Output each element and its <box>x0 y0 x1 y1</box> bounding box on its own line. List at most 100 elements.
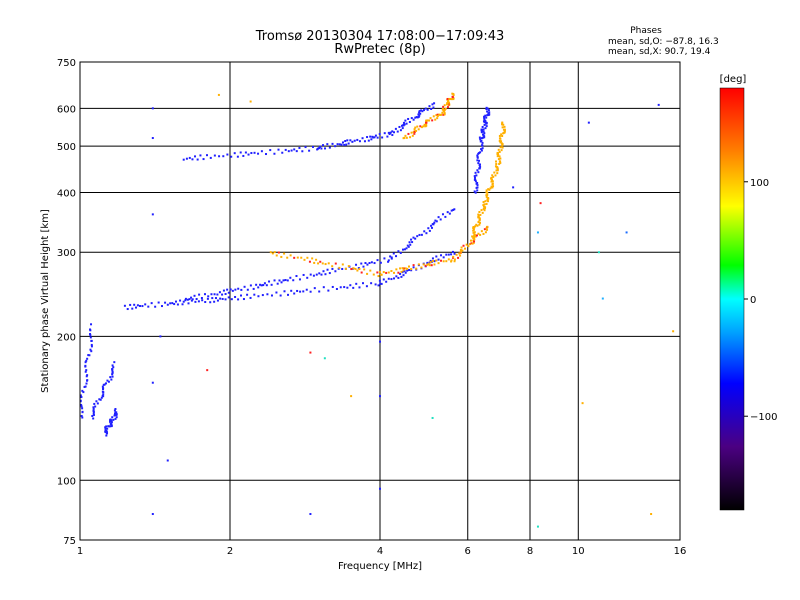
data-point <box>388 133 391 136</box>
data-point <box>477 171 480 174</box>
phases-o-line: mean, sd,O: −87.8, 16.3 <box>608 37 719 47</box>
data-point <box>423 230 426 233</box>
data-point <box>216 299 219 302</box>
data-point <box>362 282 365 285</box>
data-point <box>341 267 344 270</box>
data-point <box>496 155 499 158</box>
data-point <box>190 296 193 299</box>
data-point <box>366 272 369 275</box>
scatter-point <box>512 186 515 189</box>
data-point <box>104 430 107 433</box>
data-point <box>469 239 472 242</box>
data-point <box>218 155 221 158</box>
data-point <box>483 135 486 138</box>
data-point <box>237 298 240 301</box>
data-point <box>199 154 202 157</box>
data-point <box>370 261 373 264</box>
data-point <box>86 379 89 382</box>
data-point <box>355 282 358 285</box>
data-point <box>414 237 417 240</box>
data-point <box>399 272 402 275</box>
data-point <box>500 140 503 143</box>
data-point <box>184 299 187 302</box>
data-point <box>443 112 446 115</box>
data-point <box>372 136 375 139</box>
data-point <box>426 263 429 266</box>
data-point <box>476 169 479 172</box>
data-point <box>452 255 455 258</box>
data-point <box>85 375 88 378</box>
data-point <box>478 210 481 213</box>
data-point <box>450 259 453 262</box>
data-point <box>109 420 112 423</box>
data-point <box>453 252 456 255</box>
data-point <box>482 120 485 123</box>
data-point <box>204 301 207 304</box>
scatter-point <box>151 137 154 140</box>
data-point <box>402 121 405 124</box>
data-point <box>277 251 280 254</box>
data-point <box>447 101 450 104</box>
data-point <box>100 396 103 399</box>
data-point <box>334 262 337 265</box>
data-point <box>315 273 318 276</box>
data-point <box>415 267 418 270</box>
data-point <box>496 169 499 172</box>
data-point <box>500 142 503 145</box>
data-point <box>493 171 496 174</box>
x-tick-label: 16 <box>674 546 687 557</box>
data-point <box>213 154 216 157</box>
data-point <box>451 92 454 95</box>
data-point <box>499 141 502 144</box>
data-point <box>195 298 198 301</box>
data-point <box>102 387 105 390</box>
data-point <box>349 139 352 142</box>
data-point <box>111 372 114 375</box>
data-point <box>186 298 189 301</box>
data-point <box>98 398 101 401</box>
data-point <box>389 255 392 258</box>
data-point <box>427 227 430 230</box>
data-point <box>92 407 95 410</box>
data-point <box>483 132 486 135</box>
chart-title: Tromsø 20130304 17:08:00−17:09:43 <box>255 29 505 44</box>
data-point <box>109 376 112 379</box>
data-point <box>200 297 203 300</box>
data-point <box>425 124 428 127</box>
data-point <box>486 225 489 228</box>
data-point <box>160 305 163 308</box>
data-point <box>89 332 92 335</box>
data-point <box>461 249 464 252</box>
trace-series <box>123 250 456 311</box>
data-point <box>367 139 370 142</box>
data-point <box>472 229 475 232</box>
data-point <box>488 113 491 116</box>
data-point <box>444 215 447 218</box>
scatter-point <box>536 525 539 528</box>
data-point <box>322 270 325 273</box>
data-point <box>81 389 84 392</box>
data-point <box>495 163 498 166</box>
data-point <box>480 209 483 212</box>
data-point <box>360 271 363 274</box>
data-point <box>412 266 415 269</box>
data-point <box>416 125 419 128</box>
data-point <box>479 213 482 216</box>
data-point <box>475 234 478 237</box>
data-point <box>154 305 157 308</box>
data-point <box>473 190 476 193</box>
data-point <box>82 391 85 394</box>
data-point <box>391 130 394 133</box>
data-point <box>451 250 454 253</box>
data-point <box>126 308 129 311</box>
colorbar-label: [deg] <box>720 74 747 85</box>
data-point <box>481 147 484 150</box>
data-point <box>476 186 479 189</box>
data-point <box>287 150 290 153</box>
data-point <box>290 149 293 152</box>
data-point <box>84 365 87 368</box>
data-point <box>326 268 329 271</box>
data-point <box>313 261 316 264</box>
data-point <box>243 285 246 288</box>
